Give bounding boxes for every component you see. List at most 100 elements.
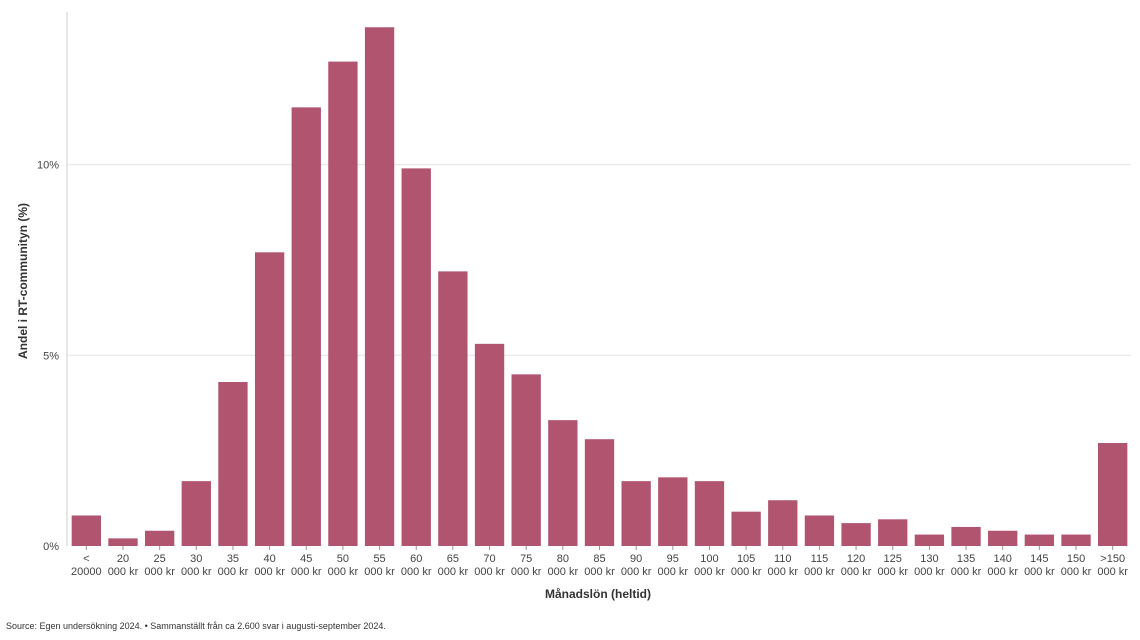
x-tick-label-line: 80 [557,553,569,565]
x-tick-label-line: 130 [920,553,938,565]
x-tick-label: 30 000 kr [181,553,212,578]
bar [621,481,651,546]
x-tick-label-line: 000 kr [658,566,689,578]
x-tick-label: 135 000 kr [951,553,982,578]
x-tick-label-line: 000 kr [511,566,542,578]
x-tick-label: 120 000 kr [841,553,872,578]
x-tick-label-line: 95 [667,553,679,565]
bar [914,534,945,546]
x-tick-label-line: 150 [1067,553,1085,565]
x-tick-label-line: 50 [337,553,349,565]
bar [768,500,798,546]
gridlines [67,164,1131,356]
x-tick-label-line: 000 kr [731,566,762,578]
bar [474,343,505,546]
x-tick-label-line: 000 kr [694,566,725,578]
x-tick-label-line: 125 [884,553,902,565]
x-tick-label-line: 55 [373,553,385,565]
x-tick-label: 70 000 kr [474,553,505,578]
x-axis-title: Månadslön (heltid) [545,587,651,601]
x-tick-label-line: 000 kr [914,566,945,578]
x-tick-label-line: 000 kr [401,566,432,578]
x-tick-label-line: 60 [410,553,422,565]
bar [584,439,615,546]
bar [218,381,248,546]
x-tick-label-line: >150 [1100,553,1125,565]
bar [364,27,395,547]
bars [71,27,1128,547]
x-tick-label-line: 135 [957,553,975,565]
bar [291,107,321,546]
x-tick-label-line: 000 kr [181,566,212,578]
x-tick-label: 140 000 kr [987,553,1018,578]
x-tick-label: 105 000 kr [731,553,762,578]
x-tick-label-line: 25 [154,553,166,565]
x-tick-label-line: 30 [190,553,202,565]
bar [951,526,981,546]
y-axis-ticks: 0% 5% 10% [37,160,59,553]
x-tick-label: 95 000 kr [658,553,689,578]
source-note: Source: Egen undersökning 2024. • Samman… [6,621,386,631]
bar [694,481,725,546]
x-tick-label: 115 000 kr [804,553,835,578]
x-tick-label: 55 000 kr [364,553,395,578]
x-tick-label-line: 000 kr [621,566,652,578]
x-tick-label: 75 000 kr [511,553,542,578]
bar [548,420,578,546]
x-tick-label: 35 000 kr [218,553,249,578]
bar [328,61,358,546]
x-tick-label-line: 000 kr [218,566,249,578]
bar [841,523,871,546]
y-tick-label: 5% [43,350,59,362]
bar [731,511,761,546]
x-tick-label-line: < [83,553,89,565]
bar [401,168,431,546]
x-tick-label-line: 35 [227,553,239,565]
x-tick-label-line: 115 [811,553,829,565]
x-tick-label-line: 000 kr [951,566,982,578]
bar [181,481,211,546]
x-tick-label-line: 85 [593,553,605,565]
x-tick-label-line: 000 kr [364,566,395,578]
x-tick-label-line: 000 kr [291,566,322,578]
x-tick-label: 100 000 kr [694,553,725,578]
x-tick-label-line: 000 kr [328,566,359,578]
x-tick-label-line: 000 kr [877,566,908,578]
bar [438,271,468,546]
x-tick-label: 85 000 kr [584,553,615,578]
x-tick-label-line: 000 kr [767,566,798,578]
x-tick-label-line: 000 kr [987,566,1018,578]
x-tick-label-line: 000 kr [584,566,615,578]
x-tick-label: 130 000 kr [914,553,945,578]
x-tick-label: 110 000 kr [767,553,798,578]
bar [878,519,908,546]
x-tick-label-line: 40 [263,553,275,565]
x-tick-label-line: 110 [774,553,792,565]
x-tick-label-line: 140 [994,553,1012,565]
x-tick-label-line: 100 [700,553,718,565]
x-tick-label-line: 000 kr [841,566,872,578]
x-tick-label-line: 75 [520,553,532,565]
bar [254,252,285,547]
x-tick-label-line: 000 kr [144,566,175,578]
x-tick-label-line: 120 [847,553,865,565]
bar [71,515,101,546]
bar [1061,534,1091,546]
x-tick-label-line: 000 kr [548,566,579,578]
x-tick-label-line: 000 kr [438,566,469,578]
x-tick-label: 60 000 kr [401,553,432,578]
x-tick-label: 80 000 kr [548,553,579,578]
y-tick-label: 10% [37,160,59,172]
x-tick-label-line: 000 kr [108,566,139,578]
x-tick-label-line: 000 kr [804,566,835,578]
x-tick-label: 25 000 kr [144,553,175,578]
y-tick-label: 0% [43,541,59,553]
x-tick-label-line: 90 [630,553,642,565]
x-tick-label-line: 65 [447,553,459,565]
x-tick-label-line: 45 [300,553,312,565]
bar [144,530,175,546]
bar [1024,534,1055,546]
x-tick-label-line: 000 kr [474,566,505,578]
x-tick-label-line: 70 [483,553,495,565]
